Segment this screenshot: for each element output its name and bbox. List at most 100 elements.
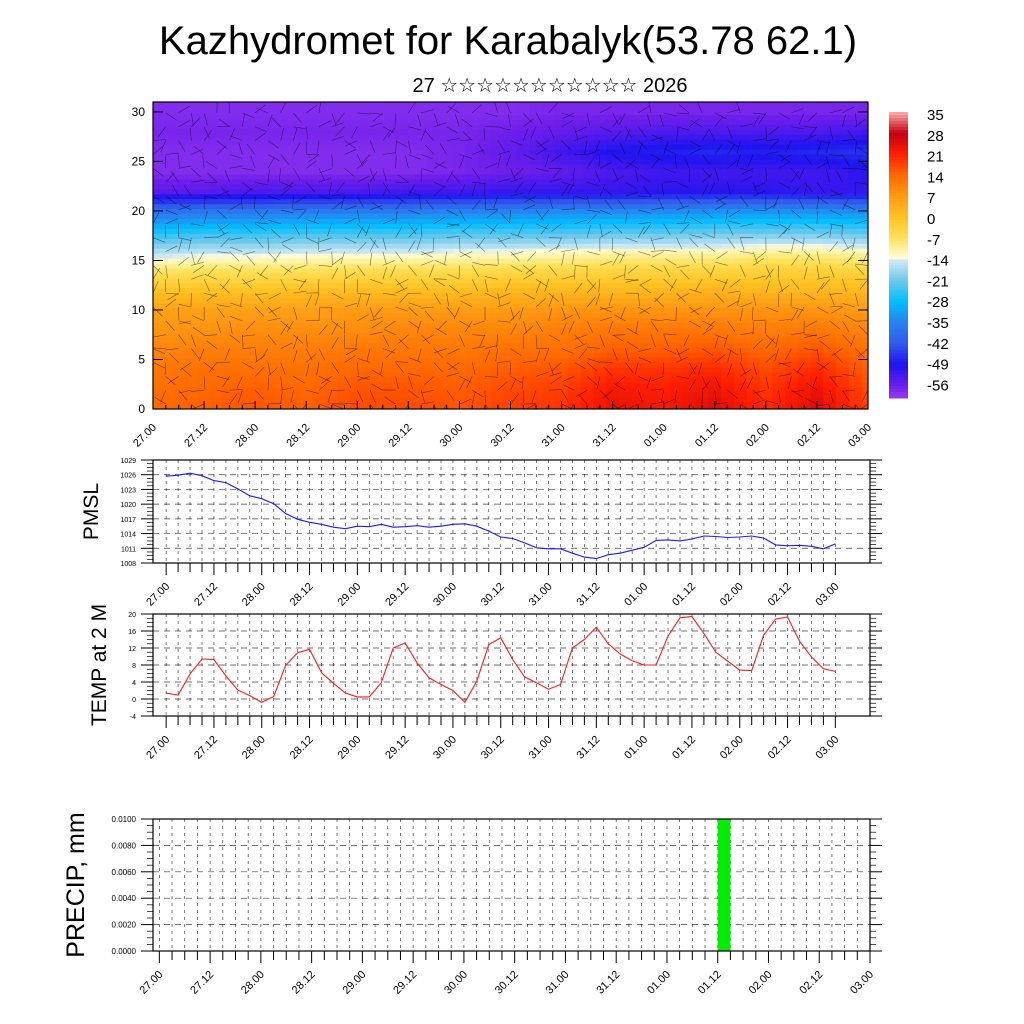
wind-barb bbox=[689, 234, 703, 238]
heat-cell bbox=[172, 292, 186, 299]
wind-barb bbox=[408, 126, 422, 131]
heat-cell bbox=[414, 381, 429, 388]
wind-barb bbox=[808, 126, 818, 138]
heat-cell bbox=[733, 228, 748, 234]
wind-barb bbox=[267, 402, 281, 405]
heat-cell bbox=[568, 163, 582, 170]
wind-barb bbox=[369, 122, 383, 128]
wind-barb bbox=[586, 279, 597, 290]
heat-cell bbox=[708, 381, 722, 388]
heat-cell bbox=[350, 173, 365, 180]
heat-cell bbox=[670, 119, 684, 125]
heat-cell bbox=[491, 139, 505, 145]
heat-cell bbox=[363, 357, 378, 363]
heat-cell bbox=[606, 376, 620, 383]
heat-cell bbox=[453, 144, 467, 150]
heat-cell bbox=[810, 366, 824, 373]
wind-barb bbox=[523, 118, 534, 127]
heat-cell bbox=[376, 203, 390, 210]
wind-barb bbox=[612, 175, 625, 183]
heat-cell bbox=[529, 129, 544, 135]
heat-cell bbox=[274, 183, 288, 190]
wind-barb bbox=[344, 402, 358, 405]
heat-cell bbox=[529, 327, 544, 333]
heat-cell bbox=[542, 243, 556, 249]
heat-cell bbox=[440, 208, 454, 215]
heat-cell bbox=[453, 183, 467, 190]
heat-cell bbox=[350, 188, 365, 195]
wind-barb bbox=[858, 159, 868, 169]
heat-cell bbox=[759, 391, 773, 398]
heat-cell bbox=[325, 104, 339, 111]
heat-cell bbox=[223, 327, 237, 333]
wind-barb bbox=[178, 334, 187, 346]
heat-cell bbox=[848, 173, 863, 180]
heat-cell bbox=[440, 357, 454, 363]
heat-cell bbox=[708, 198, 722, 205]
wind-barb bbox=[697, 102, 703, 114]
wind-barb bbox=[689, 118, 700, 127]
heat-cell bbox=[861, 129, 868, 135]
heat-cell bbox=[376, 198, 390, 205]
wind-barb bbox=[372, 112, 384, 122]
heat-cell bbox=[478, 238, 492, 244]
x-tick-label: 02.00 bbox=[744, 422, 772, 450]
heat-cell bbox=[823, 287, 837, 294]
heat-cell bbox=[733, 129, 748, 135]
heat-cell bbox=[478, 347, 492, 353]
colorbar-swatch bbox=[889, 154, 908, 158]
wind-barb bbox=[229, 128, 235, 141]
heat-cell bbox=[785, 253, 799, 259]
heat-cell bbox=[695, 134, 709, 140]
heat-cell bbox=[733, 292, 748, 299]
heat-cell bbox=[210, 149, 224, 155]
heat-cell bbox=[248, 203, 263, 210]
wind-barb bbox=[676, 237, 683, 250]
wind-barb bbox=[740, 362, 746, 375]
heat-cell bbox=[248, 337, 263, 343]
wind-barb bbox=[727, 363, 732, 377]
wind-barb bbox=[765, 151, 779, 155]
wind-barb bbox=[371, 369, 383, 377]
heat-cell bbox=[248, 396, 263, 403]
heat-cell bbox=[708, 158, 722, 165]
heat-cell bbox=[682, 297, 697, 304]
heat-cell bbox=[389, 262, 403, 269]
heat-cell bbox=[542, 198, 556, 205]
heat-cell bbox=[619, 391, 633, 398]
heat-cell bbox=[606, 178, 620, 185]
heat-cell bbox=[402, 223, 416, 229]
wind-barb bbox=[638, 376, 651, 383]
heat-cell bbox=[478, 158, 492, 165]
heat-cell bbox=[299, 154, 314, 160]
heat-cell bbox=[363, 362, 378, 368]
heat-cell bbox=[606, 312, 620, 318]
wind-barb bbox=[382, 237, 387, 251]
heat-cell bbox=[210, 173, 224, 180]
heat-cell bbox=[389, 114, 403, 120]
heat-cell bbox=[465, 327, 480, 333]
x-tick-label: 01.00 bbox=[642, 422, 670, 450]
heat-cell bbox=[861, 203, 868, 210]
heat-cell bbox=[644, 258, 658, 264]
heat-cell bbox=[491, 178, 505, 185]
heat-cell bbox=[529, 124, 544, 130]
wind-barb bbox=[191, 148, 204, 155]
wind-barb bbox=[688, 378, 697, 391]
heat-cell bbox=[810, 139, 824, 145]
wind-barb bbox=[242, 334, 244, 348]
heat-cell bbox=[836, 282, 850, 289]
wind-barb bbox=[497, 126, 511, 131]
heat-cell bbox=[721, 139, 735, 145]
wind-barb bbox=[625, 128, 631, 141]
wind-barb bbox=[689, 148, 702, 155]
heat-cell bbox=[708, 139, 722, 145]
heat-cell bbox=[261, 366, 275, 373]
heat-cell bbox=[542, 139, 556, 145]
heat-cell bbox=[274, 307, 288, 314]
heat-cell bbox=[491, 376, 505, 383]
heat-cell bbox=[159, 267, 173, 274]
heat-cell bbox=[172, 213, 186, 219]
heat-cell bbox=[708, 386, 722, 393]
heat-cell bbox=[197, 109, 212, 115]
